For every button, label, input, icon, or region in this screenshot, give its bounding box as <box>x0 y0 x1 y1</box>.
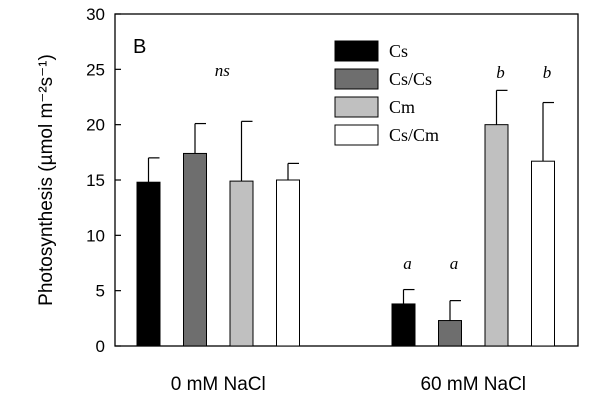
y-tick-label: 5 <box>96 282 105 301</box>
significance-label: ns <box>215 61 231 80</box>
bar-cm <box>484 124 509 347</box>
significance-label: a <box>403 254 412 273</box>
legend-label: Cs <box>389 41 408 61</box>
category-label: 0 mM NaCl <box>171 374 266 395</box>
bar-cs <box>136 181 161 347</box>
legend-swatch <box>334 40 379 62</box>
legend-swatch <box>334 124 379 146</box>
legend-label: Cs/Cs <box>389 69 432 89</box>
y-axis-label: Photosynthesis (µmol m⁻²s⁻¹) <box>36 54 57 306</box>
y-tick-label: 25 <box>86 60 105 79</box>
y-tick-label: 30 <box>86 5 105 24</box>
bar-cs-cm <box>531 160 555 347</box>
category-label: 60 mM NaCl <box>420 374 526 395</box>
bar-cs-cs <box>183 152 207 347</box>
legend-label: Cm <box>389 97 415 117</box>
significance-label: b <box>496 63 505 82</box>
y-tick-label: 0 <box>96 337 105 356</box>
y-tick-label: 20 <box>86 116 105 135</box>
bar-cs-cs <box>438 320 462 347</box>
panel-label: B <box>133 36 146 58</box>
significance-label: a <box>450 254 459 273</box>
significance-label: b <box>543 63 552 82</box>
legend-label: Cs/Cm <box>389 125 439 145</box>
bar-cs-cm <box>276 179 300 347</box>
legend-swatch <box>334 96 379 118</box>
bar-cs <box>391 303 416 347</box>
legend-swatch <box>334 68 379 90</box>
y-tick-label: 10 <box>86 226 105 245</box>
y-tick-label: 15 <box>86 171 105 190</box>
bar-cm <box>229 180 254 347</box>
